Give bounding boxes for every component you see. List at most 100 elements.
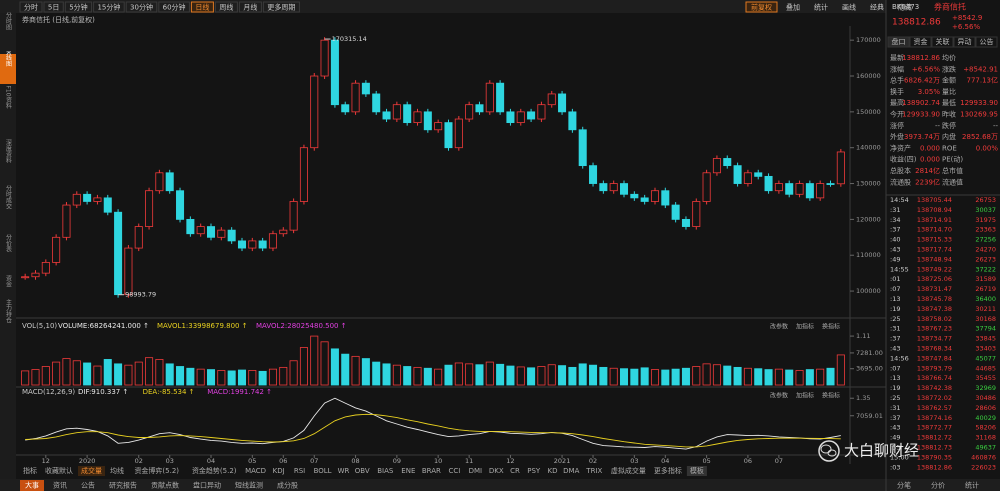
quote-field: 收益(四) [890, 155, 917, 164]
quote-field: 量比 [942, 87, 956, 96]
bottom-tab[interactable]: 资讯 [53, 481, 67, 490]
indicator-tab[interactable]: BOLL [314, 467, 332, 475]
period-label[interactable]: 分时 [24, 3, 38, 12]
period-button[interactable] [64, 1, 93, 13]
sidebar-tab[interactable]: 主力持仓 [5, 298, 12, 323]
pane-link[interactable]: 换指标 [822, 392, 840, 400]
period-button[interactable] [214, 1, 238, 13]
candle-body [434, 122, 443, 131]
sidebar-tab[interactable]: K线图 [5, 51, 12, 68]
bottom-right-tab[interactable]: 统计 [965, 481, 979, 490]
bottom-tab[interactable]: 短线监测 [235, 481, 263, 490]
indicator-tab[interactable]: MACD [245, 467, 266, 475]
volume-bar [681, 367, 690, 386]
tick-price: 138772.02 [917, 394, 952, 402]
sidebar-tab[interactable]: F10资料 [5, 85, 12, 109]
volume-bar [351, 355, 360, 386]
quote-tab[interactable]: 盘口 [892, 37, 906, 46]
volume-bar [485, 361, 494, 386]
sidebar-tab[interactable]: 分价表 [5, 233, 12, 253]
indicator-tab[interactable]: 虚拟成交量 [611, 466, 646, 475]
indicator-tab[interactable]: CR [510, 467, 520, 475]
period-label[interactable]: 月线 [243, 3, 257, 12]
indicator-tab[interactable]: TRIX [585, 467, 602, 475]
indicator-tab[interactable]: KD [548, 467, 558, 475]
tick-time: :13 [890, 374, 900, 382]
period-button[interactable] [43, 1, 64, 13]
indicator-tab[interactable]: OBV [355, 467, 370, 475]
period-label[interactable]: 30分钟 [130, 3, 153, 12]
pane-link[interactable]: 换指标 [822, 323, 840, 331]
period-button[interactable] [19, 1, 43, 13]
sidebar-tab[interactable]: 深度资料 [5, 138, 12, 164]
indicator-tab[interactable]: DMI [469, 467, 483, 475]
quote-tab[interactable]: 关联 [936, 37, 950, 46]
period-button[interactable] [125, 1, 158, 13]
bottom-tab[interactable]: 贡献点数 [151, 481, 179, 490]
indicator-tab[interactable]: 模板 [690, 466, 704, 475]
volume-bar [516, 366, 525, 386]
volume-bar [320, 341, 329, 386]
indicator-tab[interactable]: DKX [489, 467, 504, 475]
bottom-tab[interactable]: 大事 [25, 481, 39, 490]
quote-tab[interactable]: 资金 [914, 37, 928, 46]
indicator-tab[interactable]: DMA [563, 467, 579, 475]
indicator-tab[interactable]: WR [338, 467, 350, 475]
toolbar-button-label[interactable]: 统计 [814, 3, 828, 12]
sidebar-tab[interactable]: 分时图 [5, 11, 12, 31]
tick-time: :31 [890, 404, 900, 412]
indicator-tab[interactable]: 均线 [110, 466, 124, 475]
sidebar-tab[interactable]: 分时成交 [5, 184, 12, 210]
indicator-tab[interactable]: 资金趋势(5.2) [192, 466, 237, 475]
candle-body [83, 193, 92, 202]
period-button[interactable] [93, 1, 125, 13]
indicator-tab[interactable]: 更多指标 [654, 466, 682, 475]
indicator-tab[interactable]: 成交量 [81, 466, 102, 475]
indicator-tab[interactable]: PSY [527, 467, 541, 475]
period-label[interactable]: 周线 [219, 3, 233, 12]
indicator-tab[interactable]: 收藏默认 [45, 466, 73, 475]
bottom-right-tab[interactable]: 分笔 [897, 481, 911, 490]
indicator-tab[interactable]: BIAS [377, 467, 394, 475]
bottom-right-tab[interactable]: 分价 [931, 481, 945, 490]
pane-link[interactable]: 加指标 [796, 323, 814, 331]
period-label[interactable]: 日线 [195, 3, 209, 12]
bottom-tab[interactable]: 盘口异动 [193, 481, 221, 490]
pane-link[interactable]: 改参数 [770, 392, 788, 400]
quote-tab[interactable]: 异动 [958, 37, 972, 46]
indicator-tab[interactable]: BRAR [422, 467, 441, 475]
indicator-tab[interactable]: RSI [294, 467, 305, 475]
toolbar-button-label[interactable]: 隐藏 [898, 3, 912, 12]
toolbar-button-label[interactable]: 经典 [870, 3, 884, 12]
indicator-tab-bg [686, 466, 707, 476]
bottom-tab[interactable]: 成分股 [277, 481, 298, 490]
period-label[interactable]: 15分钟 [97, 3, 120, 12]
toolbar-button-label[interactable]: 前复权 [751, 3, 772, 12]
period-button[interactable] [158, 1, 190, 13]
toolbar-button-label[interactable]: 画线 [842, 3, 856, 12]
period-label[interactable]: 5日 [48, 4, 59, 12]
sidebar-tab[interactable]: 资金 [5, 274, 12, 287]
quote-tab[interactable]: 公告 [980, 37, 994, 46]
indicator-tab[interactable]: ENE [401, 467, 415, 475]
volume-bar [805, 369, 814, 386]
bottom-tab[interactable]: 研究报告 [109, 481, 137, 490]
quote-field: 2239亿 [915, 177, 940, 186]
bottom-tab[interactable]: 公告 [81, 481, 95, 490]
period-button[interactable] [238, 1, 262, 13]
pane-link[interactable]: 改参数 [770, 323, 788, 331]
toolbar-button[interactable] [745, 1, 778, 13]
toolbar-button-label[interactable]: 叠加 [786, 3, 800, 12]
indicator-tab[interactable]: 资金博弈(5.2) [134, 466, 179, 475]
pane-link[interactable]: 加指标 [796, 392, 814, 400]
period-label[interactable]: 更多周期 [267, 3, 295, 12]
period-label[interactable]: 5分钟 [69, 3, 87, 12]
candle-body [382, 111, 391, 120]
period-label[interactable]: 60分钟 [163, 3, 186, 12]
indicator-tab[interactable]: CCI [449, 467, 461, 475]
tick-price: 138768.34 [917, 345, 952, 353]
period-button[interactable] [262, 1, 300, 13]
indicator-tab[interactable]: KDJ [273, 467, 285, 475]
indicator-tab[interactable]: 指标 [23, 466, 37, 475]
period-button[interactable] [190, 1, 214, 13]
